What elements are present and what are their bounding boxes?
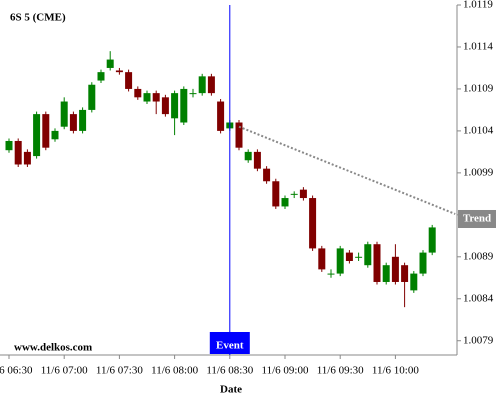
candle-body (253, 151, 261, 169)
x-tick-label: 11/6 07:30 (96, 365, 143, 377)
candle-body (428, 227, 436, 253)
candle-body (244, 151, 252, 161)
y-tick-label: 1.0099 (463, 166, 494, 178)
x-axis-label: Date (220, 384, 242, 396)
y-tick-label: 1.0104 (463, 124, 494, 136)
candle-body (309, 198, 317, 249)
candle-body (125, 72, 133, 89)
y-tick-label: 1.0079 (463, 334, 494, 346)
candle-body (152, 93, 160, 102)
x-tick-label: 11/6 08:30 (206, 365, 253, 377)
candle-body (198, 76, 206, 94)
candle-body (345, 252, 353, 261)
trend-box (458, 209, 496, 228)
candle-body (97, 72, 105, 81)
x-tick-label: 11/6 09:30 (317, 365, 364, 377)
watermark: www.delkos.com (14, 342, 92, 354)
candle-body (235, 122, 243, 148)
trend-line (238, 125, 456, 215)
event-box (209, 332, 250, 354)
candle-body (14, 140, 22, 165)
y-tick-label: 1.0109 (463, 82, 494, 94)
x-tick-label: 11/6 09:00 (262, 365, 309, 377)
candle-body (23, 151, 31, 165)
y-tick-label: 1.0119 (463, 0, 493, 11)
candle-body (290, 193, 298, 195)
y-tick-label: 1.0084 (463, 292, 494, 304)
y-tick-label: 1.0089 (463, 250, 494, 262)
candle-body (60, 101, 68, 127)
candle-body (180, 88, 188, 123)
candle-body (382, 265, 390, 282)
candle-body (69, 114, 77, 131)
chart-title: 6S 5 (CME) (10, 12, 66, 24)
candle-body (171, 93, 179, 119)
trend-label: Trend (463, 213, 491, 225)
candle-body (106, 59, 114, 68)
candle-body (355, 256, 363, 258)
candle-body (391, 256, 399, 282)
candle-body (207, 76, 215, 94)
candle-body (189, 93, 197, 95)
candle-body (263, 168, 271, 182)
candle-body (5, 140, 13, 151)
x-tick-label: 11/6 10:00 (372, 365, 419, 377)
y-tick-label: 1.0114 (463, 40, 493, 52)
candle-body (281, 198, 289, 207)
candle-body (410, 273, 418, 291)
candle-body (143, 93, 151, 102)
candle-body (88, 84, 96, 110)
event-label: Event (216, 340, 244, 352)
x-tick-label: 11/6 08:00 (151, 365, 198, 377)
candle-body (364, 244, 372, 266)
x-tick-label: 11/6 07:00 (41, 365, 88, 377)
candle-body (51, 130, 59, 140)
candle-body (419, 252, 427, 274)
candle-body (373, 244, 381, 282)
candle-body (336, 248, 344, 274)
candle-body (115, 70, 123, 73)
candle-body (42, 114, 50, 148)
candle-body (217, 101, 225, 131)
candle-body (327, 273, 335, 275)
candle-body (401, 265, 409, 282)
x-tick-label: 11/6 06:30 (0, 365, 33, 377)
candle-body (134, 88, 142, 98)
candle-body (299, 189, 307, 199)
candle-body (33, 114, 41, 157)
candle-body (79, 109, 87, 131)
candle-body (161, 97, 169, 115)
candle-body (272, 181, 280, 207)
candle-body (318, 248, 326, 270)
